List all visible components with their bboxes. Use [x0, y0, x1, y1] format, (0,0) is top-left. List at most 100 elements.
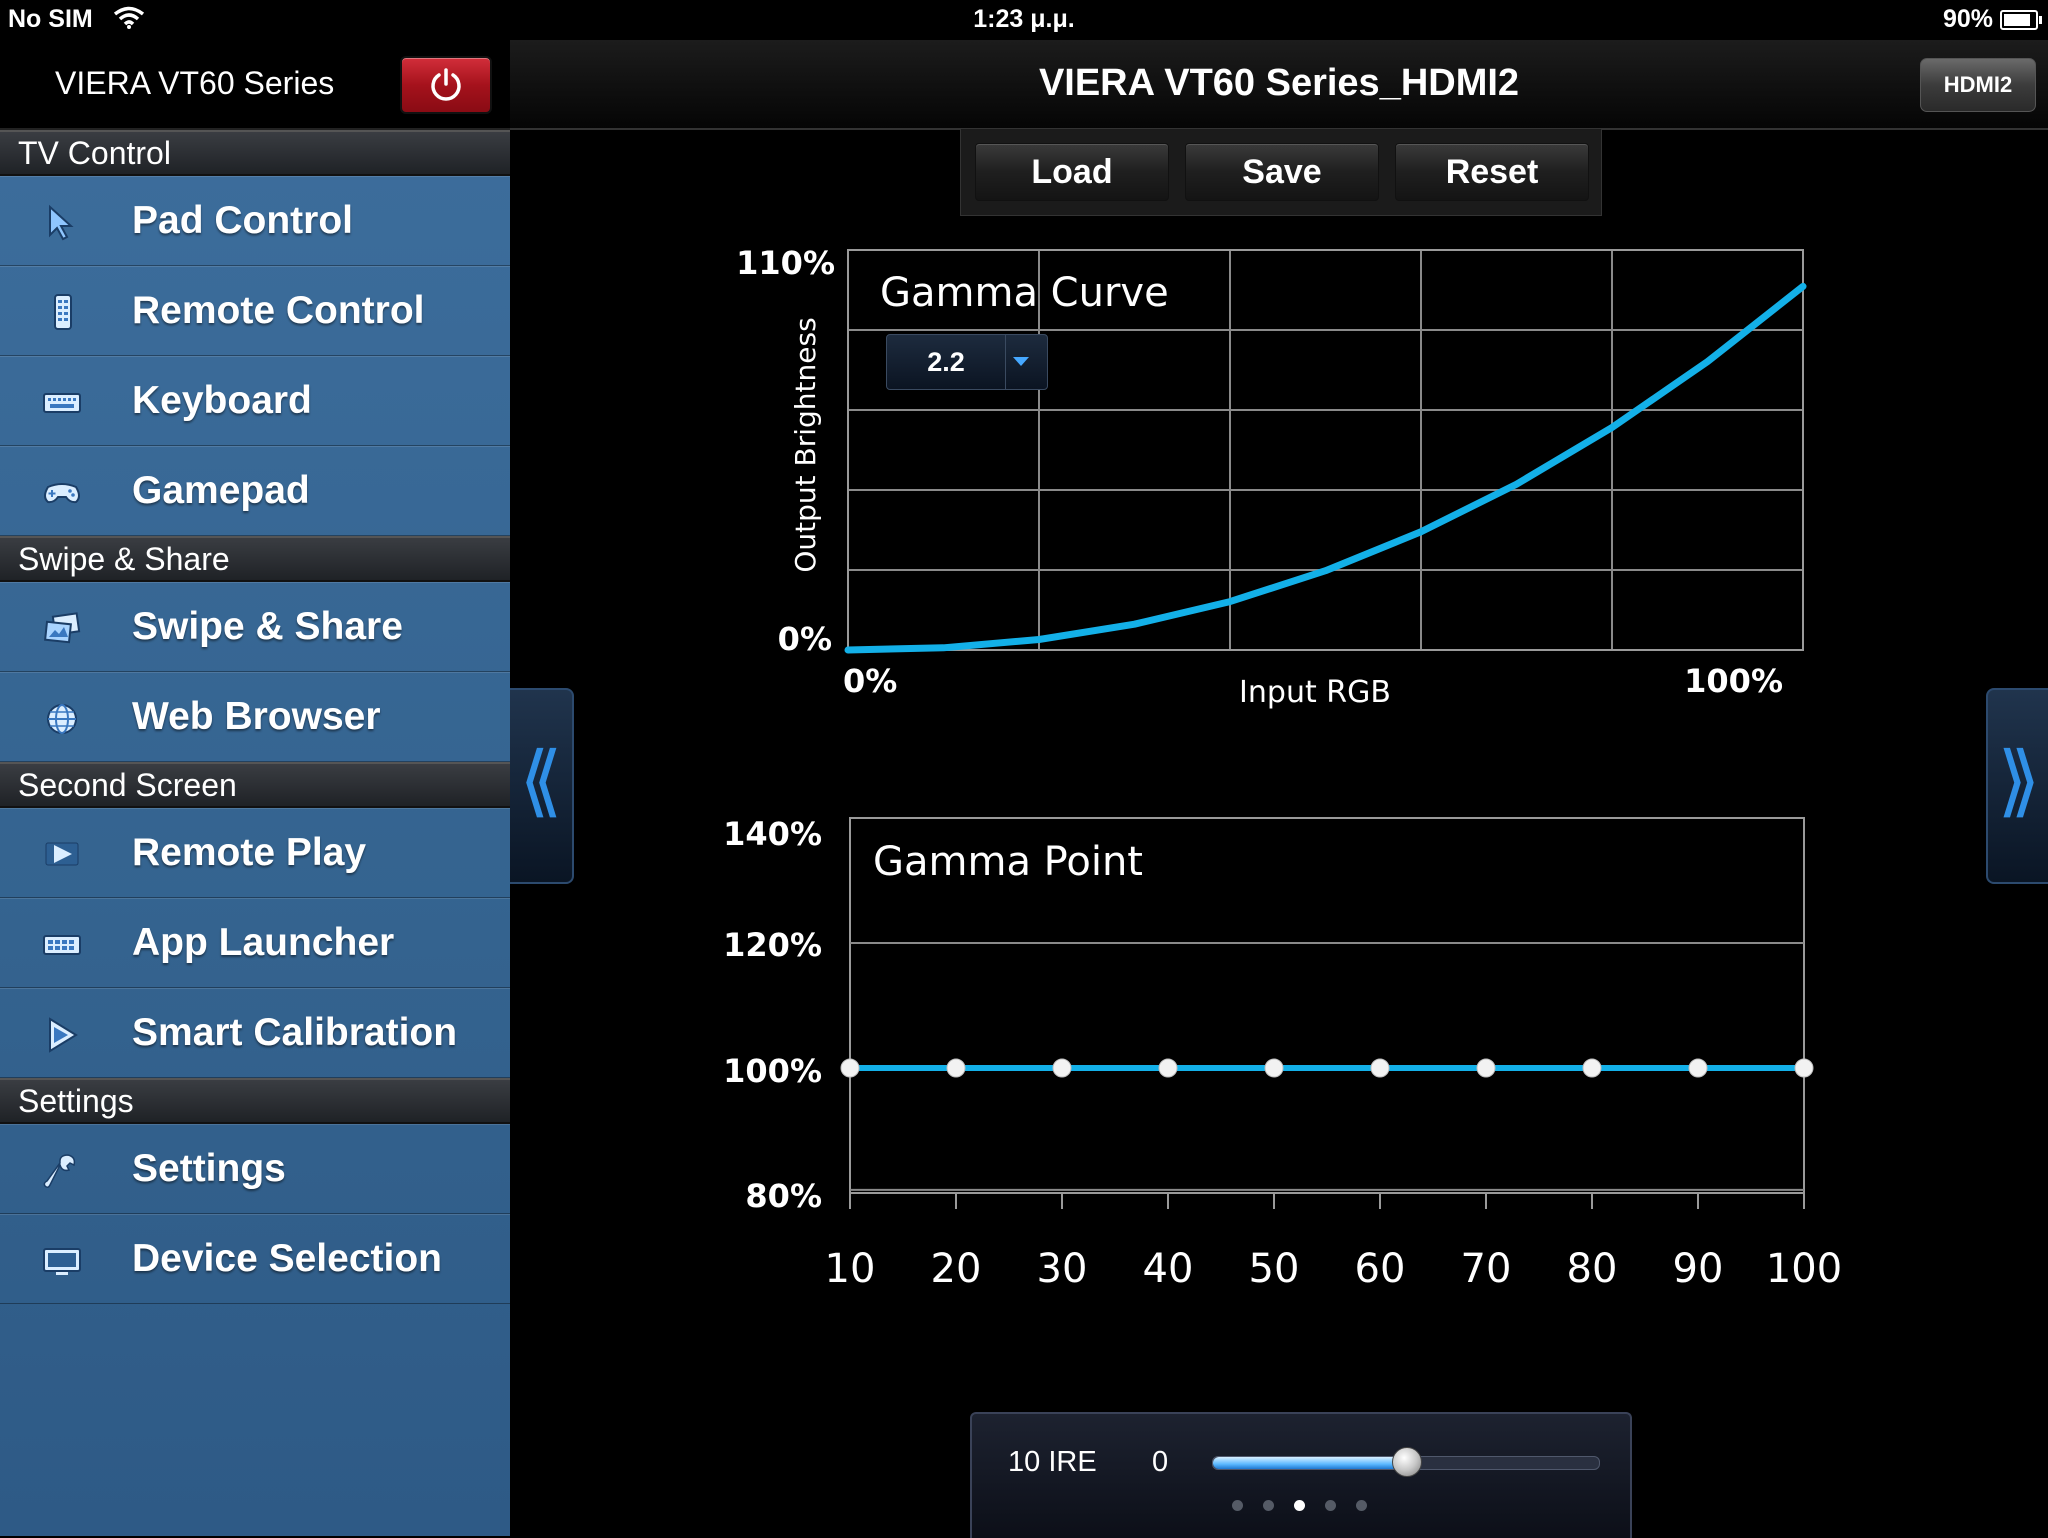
gamma-point-handle[interactable] [1582, 1058, 1602, 1078]
sidebar-item-gamepad[interactable]: Gamepad [0, 446, 510, 536]
sidebar-item-smart-calibration[interactable]: Smart Calibration [0, 988, 510, 1078]
battery-icon [2000, 10, 2042, 30]
x-tick-label: 90 [1673, 1246, 1724, 1292]
page-indicator[interactable] [972, 1498, 1626, 1516]
x-tick-label: 50 [1249, 1246, 1300, 1292]
gamma-point-handle[interactable] [840, 1058, 860, 1078]
power-button[interactable] [400, 56, 492, 114]
gamma-value-dropdown[interactable]: 2.2 [886, 334, 1048, 390]
power-icon [431, 68, 461, 101]
charts-canvas: Gamma Curve 110% 0% 0% 100% Input RGB Ou… [723, 244, 1842, 1292]
sidebar-item-label: Gamepad [132, 469, 310, 512]
page-dot[interactable] [1262, 1500, 1274, 1511]
app-launcher-icon [40, 925, 84, 961]
clock: 1:23 μ.μ. [973, 5, 1075, 33]
x-tick-label: 10 [825, 1246, 876, 1292]
toolbar: Load Save Reset [960, 128, 1602, 216]
page-dot[interactable] [1324, 1500, 1336, 1511]
section-header-settings: Settings [0, 1078, 510, 1124]
gamma-point-handle[interactable] [1688, 1058, 1708, 1078]
page-title: VIERA VT60 Series_HDMI2 [1038, 62, 1520, 104]
calibration-icon [40, 1015, 84, 1053]
keyboard-icon [40, 383, 84, 419]
gamma-point-handle[interactable] [1264, 1058, 1284, 1078]
ire-value: 0 [1152, 1446, 1169, 1478]
x-tick-label: 40 [1143, 1246, 1194, 1292]
main-header: VIERA VT60 Series_HDMI2 HDMI2 [510, 40, 2048, 130]
sidebar-item-remote-play[interactable]: Remote Play [0, 808, 510, 898]
wifi-icon [113, 5, 145, 36]
y-tick-label: 140% [723, 815, 822, 853]
previous-page-arrow[interactable]: ⟪ [510, 688, 574, 884]
sidebar-item-web-browser[interactable]: Web Browser [0, 672, 510, 762]
play-icon [40, 835, 84, 871]
sidebar-item-label: Remote Control [132, 289, 425, 332]
gamma-value: 2.2 [927, 347, 965, 377]
status-bar: No SIM 1:23 μ.μ. 90% [0, 0, 2048, 40]
slider-fill [1213, 1457, 1406, 1469]
monitor-icon [40, 1241, 84, 1277]
sidebar-item-swipe-share[interactable]: Swipe & Share [0, 582, 510, 672]
gamma-curve-grid [848, 250, 1803, 650]
gamma-point-chart[interactable]: Gamma Point 140% 120% 100% 80% 10 20 30 40 50 60… [723, 815, 1842, 1292]
gamma-point-handle[interactable] [1370, 1058, 1390, 1078]
sidebar-item-pad-control[interactable]: Pad Control [0, 176, 510, 266]
sidebar-item-remote-control[interactable]: Remote Control [0, 266, 510, 356]
gamma-curve-chart[interactable]: Gamma Curve 110% 0% 0% 100% Input RGB Ou… [736, 244, 1807, 710]
y-axis-label: Output Brightness [789, 317, 822, 572]
swipe-share-icon [40, 609, 84, 645]
chevron-left-icon: ⟪ [519, 736, 563, 824]
sidebar-item-keyboard[interactable]: Keyboard [0, 356, 510, 446]
load-button[interactable]: Load [975, 143, 1169, 201]
gamma-curve-title: Gamma Curve [880, 270, 1169, 316]
gamma-point-handle[interactable] [1158, 1058, 1178, 1078]
x-tick-label: 60 [1355, 1246, 1406, 1292]
sidebar-item-label: App Launcher [132, 921, 395, 964]
next-page-arrow[interactable]: ⟫ [1986, 688, 2048, 884]
gamma-point-handle[interactable] [946, 1058, 966, 1078]
globe-icon [40, 699, 84, 735]
section-header-tv-control: TV Control [0, 130, 510, 176]
gamma-point-handle[interactable] [1476, 1058, 1496, 1078]
sidebar-item-app-launcher[interactable]: App Launcher [0, 898, 510, 988]
gamma-point-x-ticks: 10 20 30 40 50 60 70 80 90 100 [825, 1193, 1842, 1292]
x-tick-label: 100% [1684, 662, 1783, 700]
gamma-point-y-ticks: 140% 120% 100% 80% [723, 815, 822, 1215]
save-button[interactable]: Save [1185, 143, 1379, 201]
y-tick-label: 120% [723, 926, 822, 964]
sidebar-item-settings[interactable]: Settings [0, 1124, 510, 1214]
sidebar-item-label: Web Browser [132, 695, 381, 738]
y-tick-label: 110% [736, 244, 835, 282]
page-dot[interactable] [1293, 1500, 1305, 1511]
sidebar-item-device-selection[interactable]: Device Selection [0, 1214, 510, 1304]
sidebar-title: VIERA VT60 Series [55, 65, 335, 101]
gamma-point-handle[interactable] [1794, 1058, 1814, 1078]
reset-button[interactable]: Reset [1395, 143, 1589, 201]
input-source-button[interactable]: HDMI2 [1920, 58, 2036, 112]
chevron-down-icon [1013, 357, 1029, 366]
battery-percent: 90% [1942, 5, 1993, 33]
y-tick-label: 0% [778, 620, 832, 658]
gamma-point-handles[interactable] [840, 1058, 1814, 1078]
x-tick-label: 20 [931, 1246, 982, 1292]
sidebar-header: VIERA VT60 Series [0, 40, 510, 130]
gamma-point-title: Gamma Point [873, 839, 1143, 885]
slider-thumb[interactable] [1392, 1447, 1422, 1477]
gamma-point-handle[interactable] [1052, 1058, 1072, 1078]
wrench-icon [40, 1151, 84, 1189]
x-tick-label: 30 [1037, 1246, 1088, 1292]
y-tick-label: 80% [745, 1177, 822, 1215]
y-tick-label: 100% [723, 1052, 822, 1090]
remote-icon [40, 293, 84, 330]
gamepad-icon [40, 473, 84, 509]
page-dot[interactable] [1231, 1500, 1243, 1511]
x-tick-label: 80 [1567, 1246, 1618, 1292]
x-tick-label: 0% [843, 662, 897, 700]
page-dot[interactable] [1355, 1500, 1367, 1511]
ire-slider[interactable] [1212, 1447, 1600, 1477]
gamma-point-frame [849, 817, 1805, 1194]
ire-label: 10 IRE [1008, 1446, 1097, 1478]
sidebar-item-label: Pad Control [132, 199, 353, 242]
x-tick-label: 70 [1461, 1246, 1512, 1292]
gamma-curve-frame [847, 249, 1804, 651]
